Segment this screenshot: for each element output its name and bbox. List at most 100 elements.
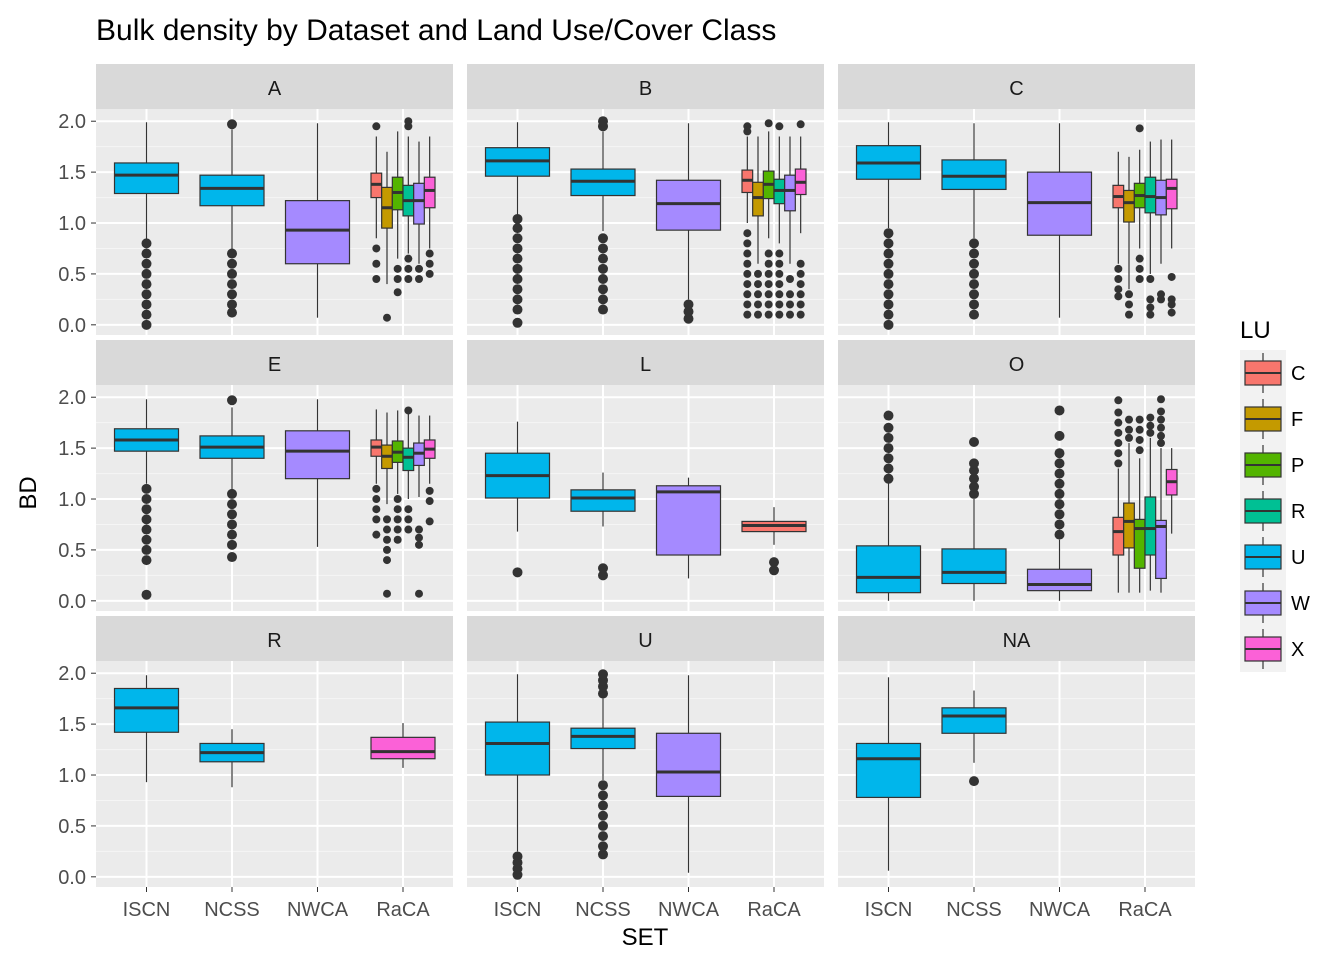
outlier-point: [372, 484, 381, 493]
facet-strip: [96, 616, 453, 661]
outlier-point: [764, 310, 773, 319]
legend-item-p: P: [1240, 442, 1304, 488]
outlier-point: [796, 300, 805, 309]
outlier-point: [883, 410, 894, 421]
x-tick-label: ISCN: [865, 899, 913, 921]
box-nwca-w: [655, 123, 722, 324]
outlier-point: [1114, 292, 1123, 301]
facet-panels: A 0.0 0.5 1.0 1.5 2.0 B C E 0.0 0.5 1.0 1.5 2.0 L O R 0.0…: [58, 64, 1195, 921]
outlier-point: [743, 280, 752, 289]
outlier-point: [969, 289, 979, 300]
outlier-point: [1146, 421, 1155, 430]
outlier-point: [1146, 428, 1155, 437]
outlier-point: [598, 243, 608, 254]
outlier-point: [598, 116, 608, 127]
outlier-point: [141, 248, 152, 259]
box-body: [413, 182, 425, 225]
y-tick-label: 1.0: [58, 489, 86, 511]
outlier-point: [786, 290, 794, 299]
outlier-point: [1146, 303, 1155, 312]
box-raca-x: [423, 415, 436, 526]
outlier-point: [383, 515, 391, 524]
outlier-point: [1054, 448, 1065, 459]
box-body: [199, 174, 265, 207]
outlier-point: [415, 589, 423, 598]
box-raca-p: [391, 410, 404, 544]
outlier-point: [883, 422, 894, 433]
outlier-point: [786, 300, 794, 309]
outlier-point: [969, 481, 979, 492]
outlier-point: [754, 290, 762, 299]
box-ncss-u: [941, 690, 1007, 787]
outlier-point: [598, 820, 608, 831]
outlier-point: [969, 776, 979, 787]
legend-item-w: W: [1240, 580, 1310, 626]
outlier-point: [512, 274, 523, 285]
outlier-point: [1054, 405, 1065, 416]
outlier-point: [764, 259, 773, 268]
facet-panel-c: C: [838, 64, 1195, 335]
outlier-point: [393, 515, 402, 524]
outlier-point: [883, 299, 894, 310]
box-body: [284, 430, 351, 480]
outlier-point: [969, 238, 979, 249]
outlier-point: [227, 529, 237, 540]
outlier-point: [796, 269, 805, 278]
x-tick-label: NWCA: [287, 899, 349, 921]
outlier-point: [1114, 459, 1123, 468]
outlier-point: [683, 306, 694, 317]
outlier-point: [796, 310, 805, 319]
box-raca-w: [413, 415, 425, 598]
box-raca-f: [1123, 415, 1135, 593]
outlier-point: [141, 258, 152, 269]
legend-label: C: [1291, 363, 1305, 385]
outlier-point: [775, 300, 784, 309]
outlier-point: [598, 253, 608, 264]
outlier-point: [227, 539, 237, 550]
outlier-point: [227, 268, 237, 279]
outlier-point: [227, 499, 237, 510]
box-iscn-u: [113, 399, 180, 600]
outlier-point: [393, 525, 402, 534]
outlier-point: [383, 589, 391, 598]
box-raca-f: [381, 412, 393, 598]
outlier-point: [598, 800, 608, 811]
outlier-point: [1157, 415, 1165, 424]
outlier-point: [883, 268, 894, 279]
legend-label: X: [1291, 639, 1304, 661]
y-tick-label: 1.0: [58, 213, 86, 235]
outlier-point: [775, 122, 784, 131]
facet-strip-label: L: [640, 354, 651, 376]
outlier-point: [227, 119, 237, 130]
facet-strip-label: NA: [1003, 630, 1031, 652]
box-nwca-w: [1026, 123, 1093, 318]
outlier-point: [598, 294, 608, 305]
outlier-point: [415, 264, 423, 273]
legend-item-u: U: [1240, 534, 1305, 580]
outlier-point: [743, 239, 752, 248]
facet-panel-a: A 0.0 0.5 1.0 1.5 2.0: [58, 64, 453, 337]
box-raca-f: [381, 151, 393, 322]
outlier-point: [743, 229, 752, 238]
outlier-point: [796, 120, 805, 129]
box-iscn-u: [855, 122, 922, 330]
outlier-point: [883, 248, 894, 259]
y-tick-label: 1.5: [58, 714, 86, 736]
outlier-point: [227, 552, 237, 563]
facet-strip: [838, 340, 1195, 385]
box-raca-w: [784, 136, 796, 319]
outlier-point: [598, 563, 608, 574]
outlier-point: [883, 463, 894, 474]
outlier-point: [512, 223, 523, 234]
facet-strip-label: O: [1009, 354, 1025, 376]
box-body: [1026, 568, 1093, 592]
facet-strip: [467, 340, 824, 385]
outlier-point: [512, 253, 523, 264]
facet-strip: [838, 64, 1195, 109]
outlier-point: [796, 280, 805, 289]
outlier-point: [141, 534, 152, 545]
box-iscn-u: [855, 410, 922, 601]
outlier-point: [1054, 499, 1065, 510]
outlier-point: [754, 300, 762, 309]
